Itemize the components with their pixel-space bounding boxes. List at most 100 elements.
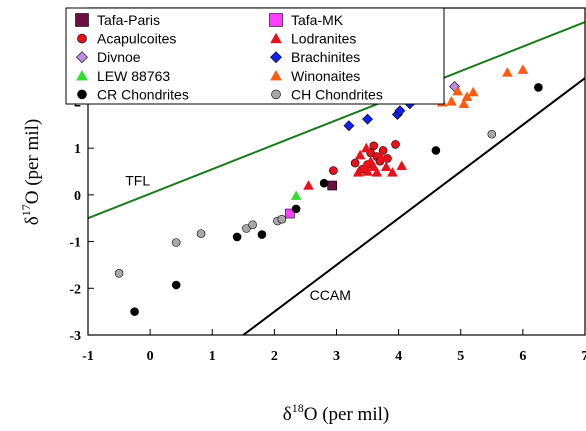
legend-item-cr-chondrites: CR Chondrites	[77, 86, 189, 102]
point-winonaites	[467, 86, 479, 97]
point-brachinites	[343, 120, 355, 132]
legend-label: CH Chondrites	[291, 86, 383, 102]
legend-item-lew-88763: LEW 88763	[76, 68, 170, 84]
y-tick-label: -3	[69, 329, 81, 344]
point-cr-chondrites	[534, 83, 543, 92]
point-ch-chondrites	[242, 224, 251, 233]
point-lodranites	[396, 160, 408, 171]
y-axis-title: δ17O (per mil)	[19, 119, 43, 225]
point-cr-chondrites	[232, 232, 242, 242]
point-acapulcoites	[329, 166, 338, 175]
legend-item-lodranites: Lodranites	[270, 31, 356, 47]
point-brachinites	[394, 105, 406, 117]
legend-label: Acapulcoites	[97, 31, 176, 47]
point-cr-chondrites	[431, 146, 441, 155]
legend-marker	[76, 69, 88, 81]
legend-marker	[270, 51, 282, 64]
series-winonaites	[436, 64, 529, 108]
legend-item-ch-chondrites: CH Chondrites	[271, 86, 383, 102]
point-ch-chondrites	[487, 129, 497, 139]
x-tick-label: 1	[209, 349, 216, 364]
point-tafa-paris	[327, 180, 337, 191]
point-acapulcoites	[369, 141, 379, 151]
x-axis-title: δ18O (per mil)	[283, 401, 389, 425]
legend-item-tafa-paris: Tafa-Paris	[75, 12, 160, 28]
point-winonaites	[452, 85, 463, 96]
point-ch-chondrites	[248, 220, 257, 230]
legend-item-brachinites: Brachinites	[270, 49, 360, 65]
point-cr-chondrites	[130, 307, 139, 316]
series-tafa-mk	[285, 208, 295, 219]
point-lodranites	[387, 167, 398, 177]
legend-marker	[77, 89, 87, 100]
point-ch-chondrites	[277, 214, 287, 224]
x-tick-label: 7	[582, 349, 586, 364]
ccam-label: CCAM	[310, 287, 351, 303]
x-tick-label: 5	[457, 349, 464, 364]
legend-marker	[270, 69, 282, 81]
legend-marker	[269, 13, 283, 27]
point-lodranites	[360, 142, 372, 153]
x-tick-label: 0	[147, 349, 154, 364]
point-acapulcoites	[350, 158, 360, 168]
point-lodranites	[354, 149, 366, 160]
tfl-line	[88, 21, 585, 220]
legend-label: Tafa-Paris	[97, 12, 160, 28]
series-tafa-paris	[327, 180, 337, 191]
legend-marker	[270, 32, 282, 44]
point-ch-chondrites	[171, 238, 181, 247]
point-cr-chondrites	[171, 280, 181, 290]
legend: Tafa-Paris Tafa-MK Acapulcoites Lodranites D…	[65, 7, 445, 105]
legend-label: Lodranites	[291, 31, 356, 47]
point-winonaites	[446, 96, 457, 106]
legend-label: Tafa-MK	[291, 12, 344, 28]
point-lodranites	[303, 180, 314, 190]
legend-label: Brachinites	[291, 49, 360, 65]
x-tick-label: 2	[271, 349, 278, 364]
x-tick-label: 3	[333, 349, 340, 364]
point-cr-chondrites	[257, 230, 267, 239]
data-points	[114, 64, 543, 316]
line-annotations: TFL CCAM	[125, 173, 351, 303]
series-cr-chondrites	[130, 83, 543, 316]
y-tick-label: 0	[74, 189, 81, 204]
x-tick-label: -1	[82, 349, 94, 364]
series-lew-88763	[290, 190, 302, 200]
legend-label: LEW 88763	[97, 68, 170, 84]
point-winonaites	[502, 67, 513, 77]
y-tick-label: -2	[69, 282, 81, 297]
legend-item-winonaites: Winonaites	[270, 68, 360, 84]
point-ch-chondrites	[196, 229, 206, 238]
point-tafa-mk	[285, 208, 295, 219]
point-brachinites	[362, 113, 373, 125]
y-tick-label: 1	[74, 142, 81, 157]
reference-lines	[88, 21, 585, 335]
legend-box	[65, 7, 445, 105]
point-lew-88763	[290, 190, 302, 200]
point-winonaites	[458, 98, 470, 108]
x-tick-label: 4	[395, 349, 402, 364]
legend-item-divnoe: Divnoe	[76, 49, 141, 65]
series-lodranites	[303, 142, 408, 190]
ccam-line	[242, 77, 585, 335]
legend-marker	[75, 13, 89, 27]
legend-label: Winonaites	[291, 68, 360, 84]
point-lodranites	[371, 167, 383, 177]
point-ch-chondrites	[114, 269, 124, 278]
point-cr-chondrites	[291, 204, 301, 214]
series-ch-chondrites	[114, 129, 497, 278]
y-tick-label: -1	[69, 236, 81, 251]
point-winonaites	[517, 64, 529, 74]
point-cr-chondrites	[319, 178, 329, 188]
legend-label: Divnoe	[97, 49, 141, 65]
point-acapulcoites	[391, 140, 400, 149]
legend-item-tafa-mk: Tafa-MK	[269, 12, 344, 28]
legend-marker	[77, 33, 87, 44]
tfl-label: TFL	[125, 173, 150, 189]
point-lodranites	[375, 152, 387, 162]
x-tick-label: 6	[519, 349, 526, 364]
point-acapulcoites	[378, 146, 388, 155]
legend-item-acapulcoites: Acapulcoites	[77, 31, 176, 47]
legend-label: CR Chondrites	[97, 86, 189, 102]
